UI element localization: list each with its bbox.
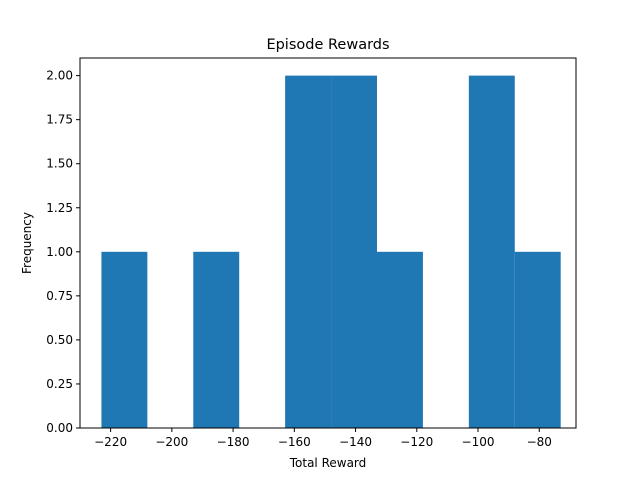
x-tick-label-2: −180	[217, 435, 250, 449]
histogram-bar-5	[331, 75, 377, 428]
y-axis-ticks: 0.00 0.25 0.50 0.75 1.00 1.25 1.50 1.75 2.00	[46, 69, 80, 435]
y-tick-label-7: 1.75	[46, 113, 73, 127]
histogram-bar-0	[101, 251, 148, 428]
histogram-bar-8	[468, 75, 515, 428]
x-tick-label-5: −120	[400, 435, 433, 449]
x-tick-label-3: −160	[278, 435, 311, 449]
chart-title: Episode Rewards	[266, 37, 389, 53]
x-tick-label-1: −200	[155, 435, 188, 449]
histogram-bar-2	[193, 251, 240, 428]
y-tick-label-1: 0.25	[46, 377, 73, 391]
x-tick-label-6: −100	[462, 435, 495, 449]
plot-frame	[79, 57, 577, 429]
y-tick-label-5: 1.25	[46, 201, 73, 215]
x-tick-label-0: −220	[94, 435, 127, 449]
y-tick-label-8: 2.00	[46, 69, 73, 83]
histogram-bar-4	[285, 75, 332, 428]
y-tick-label-0: 0.00	[46, 421, 73, 435]
x-tick-label-4: −140	[339, 435, 372, 449]
y-axis-label: Frequency	[20, 212, 34, 274]
x-axis-ticks: −220 −200 −180 −160 −140 −120 −100 −80	[94, 428, 552, 449]
bars-group	[101, 75, 561, 428]
y-tick-label-4: 1.00	[46, 245, 73, 259]
y-tick-label-2: 0.50	[46, 333, 73, 347]
y-tick-label-3: 0.75	[46, 289, 73, 303]
x-tick-label-7: −80	[527, 435, 552, 449]
x-axis-label: Total Reward	[289, 456, 367, 470]
y-tick-label-6: 1.50	[46, 157, 73, 171]
histogram-bar-9	[514, 251, 561, 428]
histogram-bar-6	[376, 251, 423, 428]
